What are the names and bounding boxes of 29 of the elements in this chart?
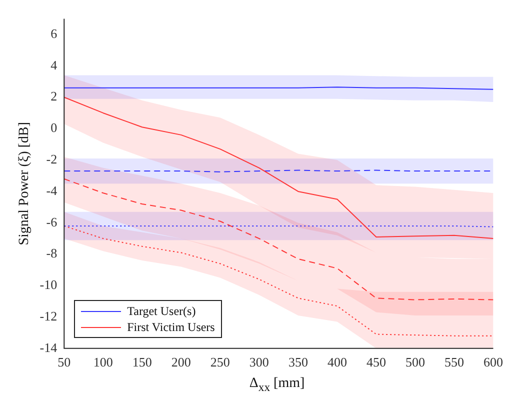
x-tick-label: 50 (58, 354, 71, 370)
x-tick-label: 300 (249, 354, 269, 370)
y-tick-label: -4 (46, 182, 58, 198)
y-tick-label: 0 (50, 120, 58, 136)
x-tick-label: 100 (93, 354, 113, 370)
x-tick-label: 450 (366, 354, 386, 370)
line-series (64, 225, 494, 336)
x-tick-label: 250 (210, 354, 230, 370)
legend-label: Target User(s) (127, 303, 196, 320)
y-tick-label: 6 (50, 26, 58, 41)
x-tick-label: 600 (484, 354, 503, 370)
y-tick-label: -10 (40, 277, 58, 292)
legend-label: First Victim Users (127, 319, 215, 336)
y-axis-title: Signal Power (ξ) [dB] (17, 122, 32, 246)
y-tick-label: 4 (50, 57, 58, 72)
y-tick-label: -2 (46, 151, 58, 166)
x-tick-label: 400 (327, 354, 347, 370)
x-tick-label: 350 (288, 354, 308, 370)
y-tick-label: -6 (46, 214, 58, 230)
y-tick-label: 2 (50, 88, 58, 104)
x-tick-label: 550 (444, 354, 464, 370)
line-series (64, 178, 494, 300)
x-tick-label: 150 (132, 354, 152, 370)
y-tick-label: -8 (46, 246, 58, 261)
x-axis-title: Δ$_{xx}$ [mm] (248, 375, 306, 396)
x-tick-label: 200 (171, 354, 191, 370)
y-tick-label: -14 (40, 340, 58, 355)
y-tick-label: -12 (40, 308, 58, 324)
x-tick-label: 500 (405, 354, 425, 370)
